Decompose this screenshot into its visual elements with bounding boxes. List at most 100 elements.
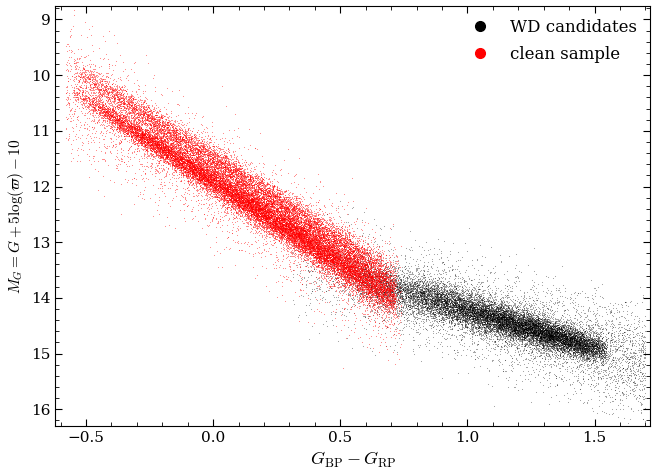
Point: [537, 337, 548, 345]
Point: [499, 302, 509, 310]
Point: [375, 258, 386, 266]
Point: [246, 206, 256, 214]
Point: [141, 95, 152, 102]
Point: [272, 222, 282, 230]
Point: [431, 297, 441, 304]
Point: [121, 122, 131, 130]
Point: [124, 94, 134, 101]
Point: [534, 314, 544, 321]
Point: [175, 206, 186, 214]
Point: [515, 324, 525, 332]
Point: [351, 298, 361, 306]
Point: [173, 162, 184, 169]
Point: [211, 171, 221, 178]
Point: [285, 224, 296, 232]
Point: [619, 328, 629, 336]
Point: [363, 259, 374, 267]
Point: [535, 322, 546, 329]
Point: [264, 204, 275, 212]
Point: [344, 270, 354, 278]
Point: [329, 315, 340, 322]
Point: [377, 261, 387, 269]
Point: [346, 281, 357, 289]
Point: [258, 208, 268, 216]
Point: [419, 304, 430, 311]
Point: [519, 331, 529, 338]
Point: [352, 283, 363, 290]
Point: [98, 88, 109, 96]
Point: [430, 300, 440, 308]
Point: [268, 218, 278, 226]
Point: [150, 137, 160, 145]
Point: [154, 142, 164, 149]
Point: [368, 270, 379, 278]
Point: [381, 301, 392, 309]
Point: [273, 228, 283, 236]
Point: [440, 282, 450, 290]
Point: [258, 210, 269, 218]
Point: [81, 76, 91, 83]
Point: [359, 281, 369, 288]
Point: [576, 347, 586, 355]
Point: [612, 340, 623, 348]
Point: [303, 236, 314, 244]
Point: [454, 282, 464, 290]
Point: [501, 315, 512, 323]
Point: [277, 204, 287, 211]
Point: [332, 259, 342, 267]
Point: [189, 158, 199, 166]
Point: [115, 87, 126, 94]
Point: [201, 169, 211, 177]
Point: [350, 249, 360, 257]
Point: [251, 199, 261, 207]
Point: [203, 155, 213, 162]
Point: [512, 339, 523, 347]
Point: [171, 160, 182, 168]
Point: [594, 351, 604, 359]
Point: [475, 311, 485, 319]
Point: [200, 191, 211, 198]
Point: [544, 337, 554, 344]
Point: [125, 119, 135, 127]
Point: [499, 333, 509, 340]
Point: [121, 94, 132, 101]
Point: [239, 180, 249, 188]
Point: [477, 312, 487, 319]
Point: [300, 229, 310, 237]
Point: [272, 211, 283, 219]
Point: [224, 188, 235, 196]
Point: [243, 199, 253, 207]
Point: [156, 130, 167, 138]
Point: [431, 314, 441, 321]
Point: [329, 254, 339, 261]
Point: [97, 156, 108, 163]
Point: [234, 187, 244, 194]
Point: [348, 261, 359, 268]
Point: [347, 257, 358, 264]
Point: [479, 328, 489, 336]
Point: [537, 341, 548, 348]
Point: [361, 290, 371, 298]
Point: [547, 332, 558, 340]
Point: [558, 348, 569, 356]
Point: [277, 214, 287, 221]
Point: [272, 236, 283, 244]
Point: [272, 195, 282, 202]
Point: [422, 273, 433, 281]
Point: [417, 294, 428, 302]
Point: [136, 144, 146, 151]
Point: [298, 244, 309, 252]
Point: [98, 89, 108, 97]
Point: [499, 314, 510, 322]
Point: [388, 300, 399, 308]
Point: [534, 325, 544, 332]
Point: [360, 277, 371, 284]
Point: [418, 292, 428, 300]
Point: [510, 304, 521, 312]
Point: [228, 166, 238, 174]
Point: [543, 318, 553, 326]
Point: [217, 173, 228, 180]
Point: [157, 153, 168, 161]
Point: [255, 184, 265, 191]
Point: [207, 159, 217, 166]
